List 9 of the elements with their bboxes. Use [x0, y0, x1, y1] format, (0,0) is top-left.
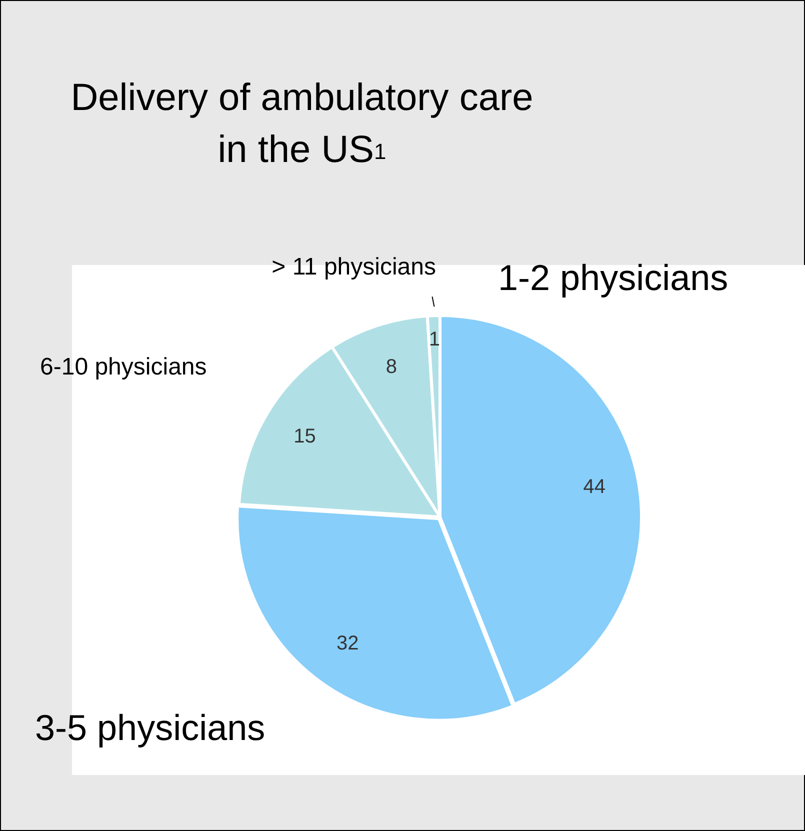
data-label: 15	[294, 426, 316, 448]
data-label: 44	[583, 476, 606, 498]
slice-label: 1-2 physicians	[498, 256, 728, 298]
slice-label: 3-5 physicians	[35, 706, 266, 748]
data-label: 1	[428, 328, 440, 350]
data-label: 32	[336, 632, 359, 655]
slice-label: > 11 physicians	[272, 254, 436, 281]
data-label: 8	[386, 356, 397, 378]
slice-label: 6-10 physicians	[40, 354, 207, 381]
